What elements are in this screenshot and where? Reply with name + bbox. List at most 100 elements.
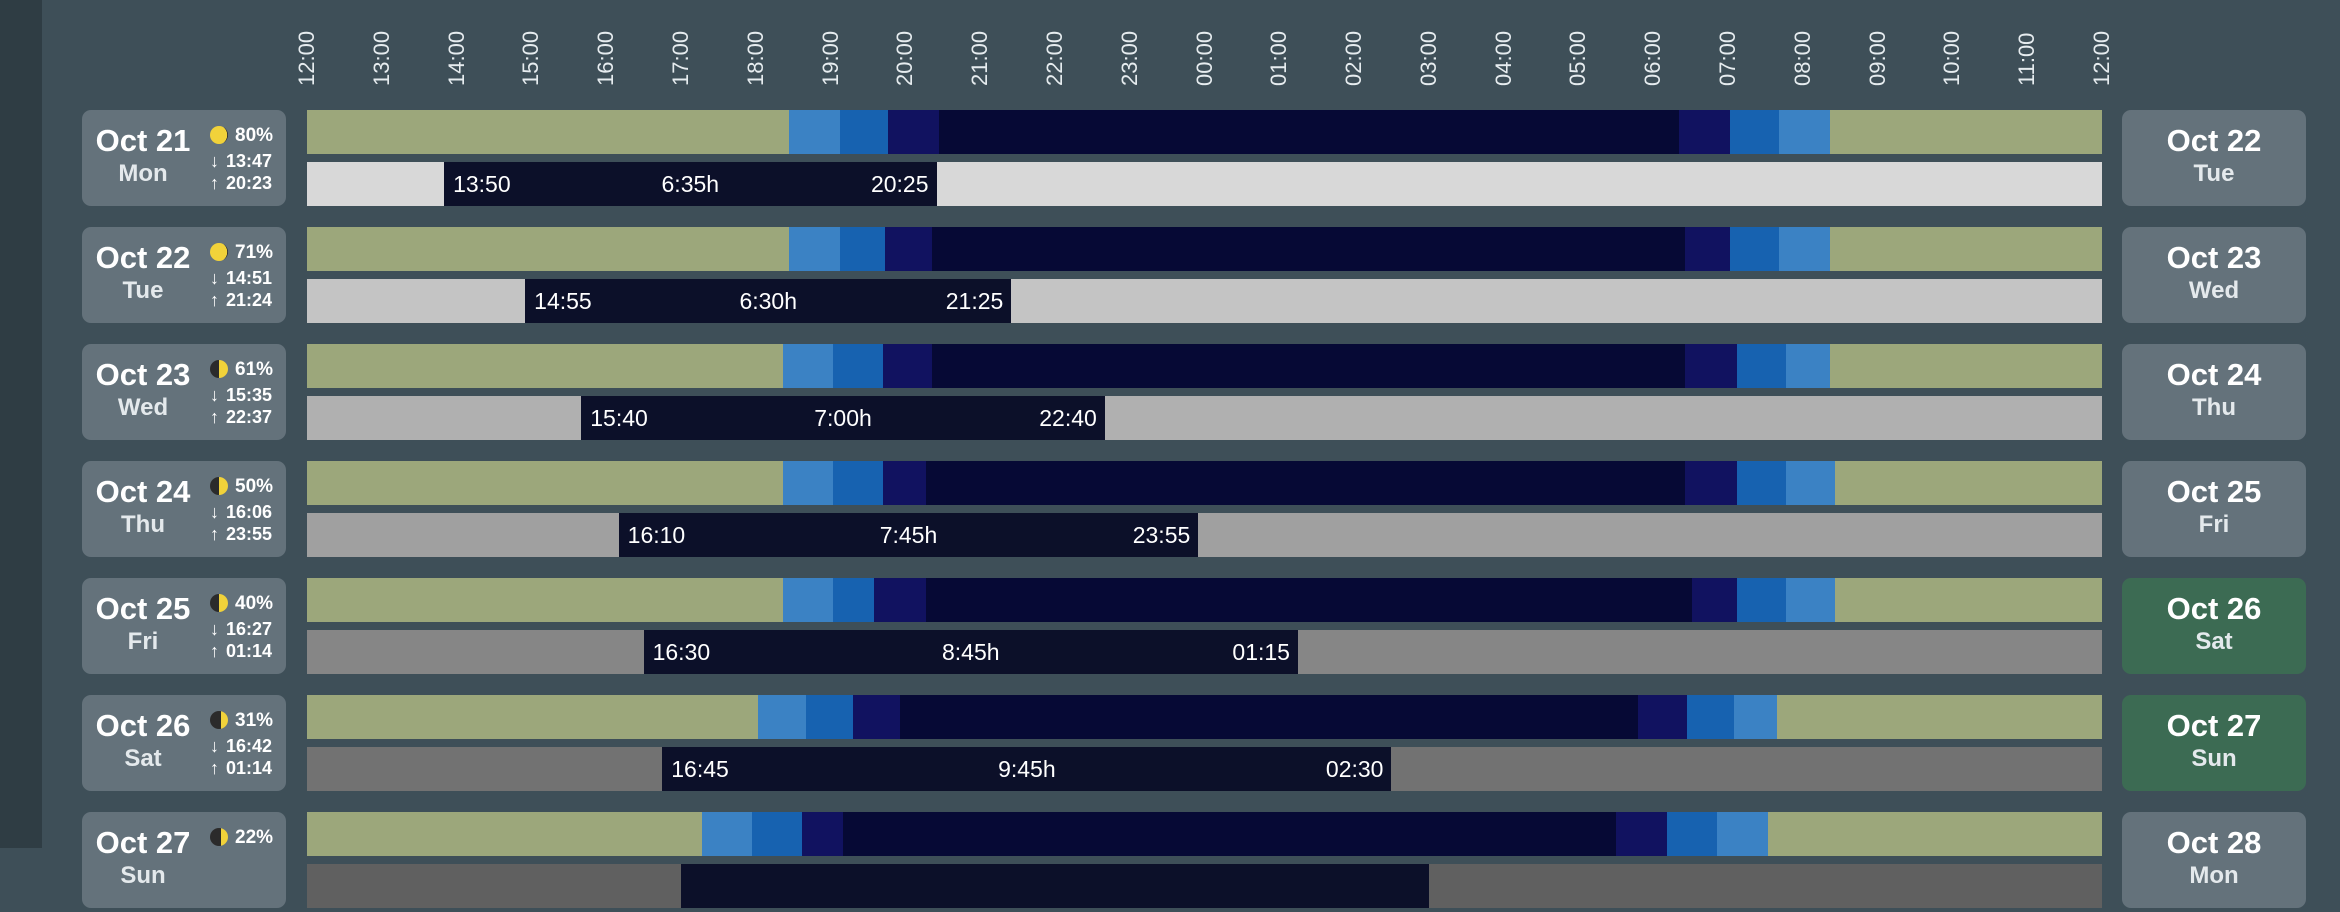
day-weekday: Fri	[127, 628, 159, 655]
day-card[interactable]: Oct 26 Sat 31% ↓ 16:42 ↑ 01:14	[82, 695, 286, 791]
moonset-info: ↓ 16:42	[210, 736, 272, 756]
moonset-arrow-icon: ↓	[210, 736, 219, 756]
hour-tick-label: 10:00	[1939, 30, 1965, 86]
day-card[interactable]: Oct 22 Tue 71% ↓ 14:51 ↑ 21:24	[82, 227, 286, 323]
moon-illumination: 80%	[235, 125, 274, 146]
day-card[interactable]: Oct 27 Sun 22%	[82, 812, 286, 908]
hour-tick-label: 03:00	[1415, 30, 1441, 86]
next-day-card[interactable]: Oct 25 Fri	[2122, 461, 2306, 557]
day-weekday: Tue	[122, 277, 164, 304]
next-day-date: Oct 28	[2166, 825, 2262, 860]
nautical-dawn-segment	[1730, 110, 1780, 154]
moon-end-label: 01:15	[1232, 639, 1290, 665]
civil-dawn-segment	[1785, 344, 1830, 388]
hour-tick-label: 23:00	[1116, 30, 1142, 86]
sun-twilight-bar	[307, 344, 2102, 388]
astronomical-dusk-segment	[885, 227, 932, 271]
moon-up-segment	[643, 630, 1298, 674]
day-weekday: Sun	[120, 862, 166, 889]
moonrise-time: 20:23	[226, 173, 273, 193]
hour-axis: 12:00 13:00 14:00 15:00 16:00 17:00 18:00 19:00…	[0, 0, 2340, 92]
moon-phase-icon	[210, 126, 228, 144]
hour-tick-label: 06:00	[1640, 30, 1666, 86]
next-day-card[interactable]: Oct 28 Mon	[2122, 812, 2306, 908]
moonrise-time: 23:55	[226, 524, 273, 544]
day-date: Oct 27	[95, 825, 191, 860]
night-segment	[931, 344, 1686, 388]
day-row: Oct 23 Wed 61% ↓ 15:35 ↑ 22:37 15:40 7:00h 22:40 O…	[0, 344, 2340, 444]
day-row: Oct 26 Sat 31% ↓ 16:42 ↑ 01:14 16:45 9:45h 02:30 O…	[0, 695, 2340, 795]
hour-tick-label: 21:00	[967, 30, 993, 86]
moon-start-label: 15:40	[590, 405, 648, 431]
next-day-date: Oct 26	[2166, 591, 2262, 626]
sun-twilight-bar	[307, 695, 2102, 739]
moon-illumination: 61%	[235, 359, 274, 380]
day-date: Oct 22	[95, 240, 191, 275]
day-card[interactable]: Oct 21 Mon 80% ↓ 13:47 ↑ 20:23	[82, 110, 286, 206]
moonrise-info: ↑ 21:24	[210, 290, 272, 310]
hour-tick-label: 16:00	[593, 30, 619, 86]
nautical-dawn-segment	[1730, 227, 1780, 271]
hour-tick-label: 17:00	[667, 30, 693, 86]
nautical-dawn-segment	[1737, 578, 1787, 622]
next-day-card[interactable]: Oct 26 Sat	[2122, 578, 2306, 674]
hour-tick-label: 01:00	[1266, 30, 1292, 86]
hour-tick-label: 22:00	[1041, 30, 1067, 86]
nautical-dusk-segment	[832, 578, 875, 622]
day-card[interactable]: Oct 23 Wed 61% ↓ 15:35 ↑ 22:37	[82, 344, 286, 440]
astronomical-dawn-segment	[1679, 110, 1731, 154]
moon-up-segment	[444, 162, 937, 206]
next-day-card[interactable]: Oct 27 Sun	[2122, 695, 2306, 791]
hour-tick-label: 13:00	[368, 30, 394, 86]
moon-phase-icon	[210, 828, 228, 846]
hour-tick-label: 08:00	[1789, 30, 1815, 86]
moonset-arrow-icon: ↓	[210, 502, 219, 522]
day-card[interactable]: Oct 25 Fri 40% ↓ 16:27 ↑ 01:14	[82, 578, 286, 674]
day-date: Oct 23	[95, 357, 191, 392]
day-weekday: Thu	[121, 511, 165, 538]
moonrise-arrow-icon: ↑	[210, 173, 219, 193]
hour-tick-label: 11:00	[2014, 32, 2040, 86]
civil-dawn-segment	[1785, 461, 1836, 505]
nautical-dusk-segment	[752, 812, 803, 856]
next-day-card[interactable]: Oct 23 Wed	[2122, 227, 2306, 323]
astronomical-dawn-segment	[1685, 227, 1731, 271]
next-day-weekday: Thu	[2192, 394, 2236, 421]
moon-duration-label: 7:45h	[879, 522, 938, 548]
night-segment	[931, 227, 1686, 271]
moonset-info: ↓ 13:47	[210, 151, 272, 171]
day-card[interactable]: Oct 24 Thu 50% ↓ 16:06 ↑ 23:55	[82, 461, 286, 557]
next-day-card[interactable]: Oct 24 Thu	[2122, 344, 2306, 440]
hour-tick-label: 00:00	[1191, 30, 1217, 86]
astronomical-dusk-segment	[882, 344, 932, 388]
next-day-weekday: Wed	[2188, 277, 2240, 304]
next-day-card[interactable]: Oct 22 Tue	[2122, 110, 2306, 206]
hour-tick-label: 14:00	[443, 30, 469, 86]
moon-start-label: 14:55	[534, 288, 592, 314]
moonrise-info: ↑ 22:37	[210, 407, 272, 427]
next-day-date: Oct 27	[2166, 708, 2262, 743]
nautical-dawn-segment	[1686, 695, 1735, 739]
moonset-time: 14:51	[226, 268, 273, 288]
hour-tick-label: 09:00	[1864, 30, 1890, 86]
civil-dusk-segment	[701, 812, 753, 856]
moonrise-info: ↑ 01:14	[210, 641, 272, 661]
next-day-weekday: Sat	[2195, 628, 2233, 655]
moonset-info: ↓ 16:06	[210, 502, 272, 522]
moonrise-arrow-icon: ↑	[210, 758, 219, 778]
moonset-arrow-icon: ↓	[210, 385, 219, 405]
moonset-arrow-icon: ↓	[210, 151, 219, 171]
moonrise-info: ↑ 20:23	[210, 173, 272, 193]
moon-visibility-bar: 13:50 6:35h 20:25	[307, 162, 2102, 206]
next-day-date: Oct 24	[2166, 357, 2262, 392]
day-row: Oct 22 Tue 71% ↓ 14:51 ↑ 21:24 14:55 6:30h 21:25 O…	[0, 227, 2340, 327]
moon-illumination: 50%	[235, 476, 274, 497]
moon-illumination: 22%	[235, 827, 274, 848]
nautical-dusk-segment	[832, 344, 884, 388]
moon-end-label: 21:25	[945, 288, 1004, 314]
nautical-dusk-segment	[805, 695, 854, 739]
moonrise-info: ↑ 01:14	[210, 758, 272, 778]
night-segment	[925, 578, 1693, 622]
civil-dusk-segment	[789, 227, 841, 271]
moon-start-label: 16:45	[671, 756, 729, 782]
